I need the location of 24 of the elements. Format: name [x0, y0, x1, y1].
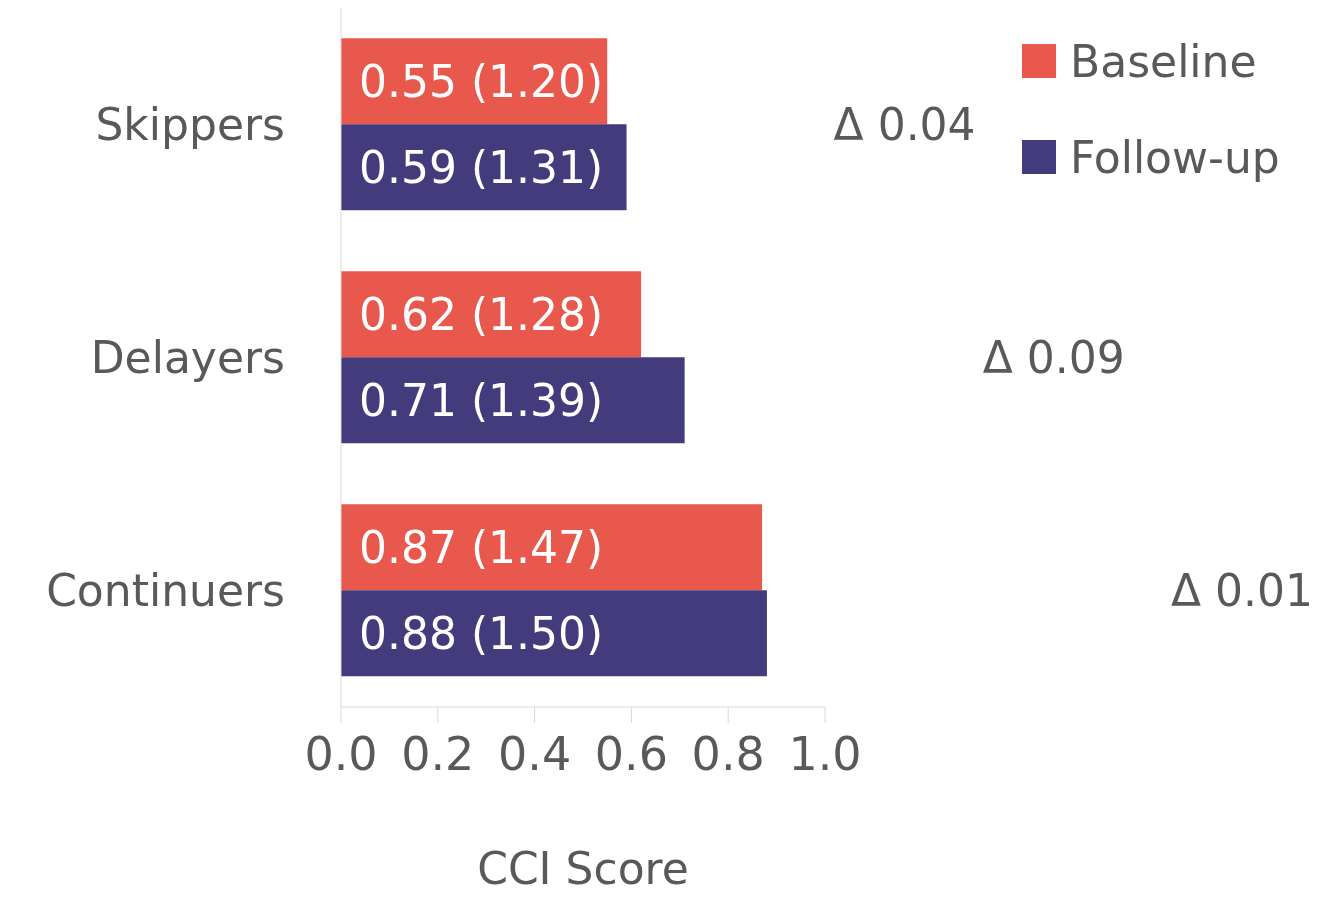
y-tick-label: Skippers — [95, 99, 285, 151]
legend-label: Follow-up — [1070, 131, 1280, 183]
bar — [341, 590, 767, 677]
x-axis-title: CCI Score — [477, 843, 689, 894]
x-tick-label: 0.2 — [401, 726, 475, 781]
bar — [341, 504, 763, 591]
legend-label: Baseline — [1070, 35, 1257, 87]
bar — [341, 357, 685, 444]
text: Δ 0.09 — [982, 332, 1125, 383]
data-label: 0.59 (1.31) — [359, 141, 604, 193]
text: Δ 0.04 — [833, 99, 976, 150]
data-label: 0.62 (1.28) — [359, 288, 604, 340]
x-tick-label: 0.6 — [594, 726, 668, 781]
y-tick-label: Continuers — [46, 565, 285, 617]
data-label: 0.88 (1.50) — [359, 607, 604, 659]
data-label: 0.87 (1.47) — [359, 521, 604, 573]
data-label: 0.71 (1.39) — [359, 374, 604, 426]
x-tick-label: 0.0 — [304, 726, 378, 781]
x-tick-label: 1.0 — [788, 726, 862, 781]
x-tick-label: 0.8 — [691, 726, 765, 781]
x-tick-label: 0.4 — [498, 726, 572, 781]
data-label: 0.55 (1.20) — [359, 55, 604, 107]
text: Δ 0.01 — [1170, 565, 1313, 616]
y-tick-label: Delayers — [90, 332, 285, 384]
